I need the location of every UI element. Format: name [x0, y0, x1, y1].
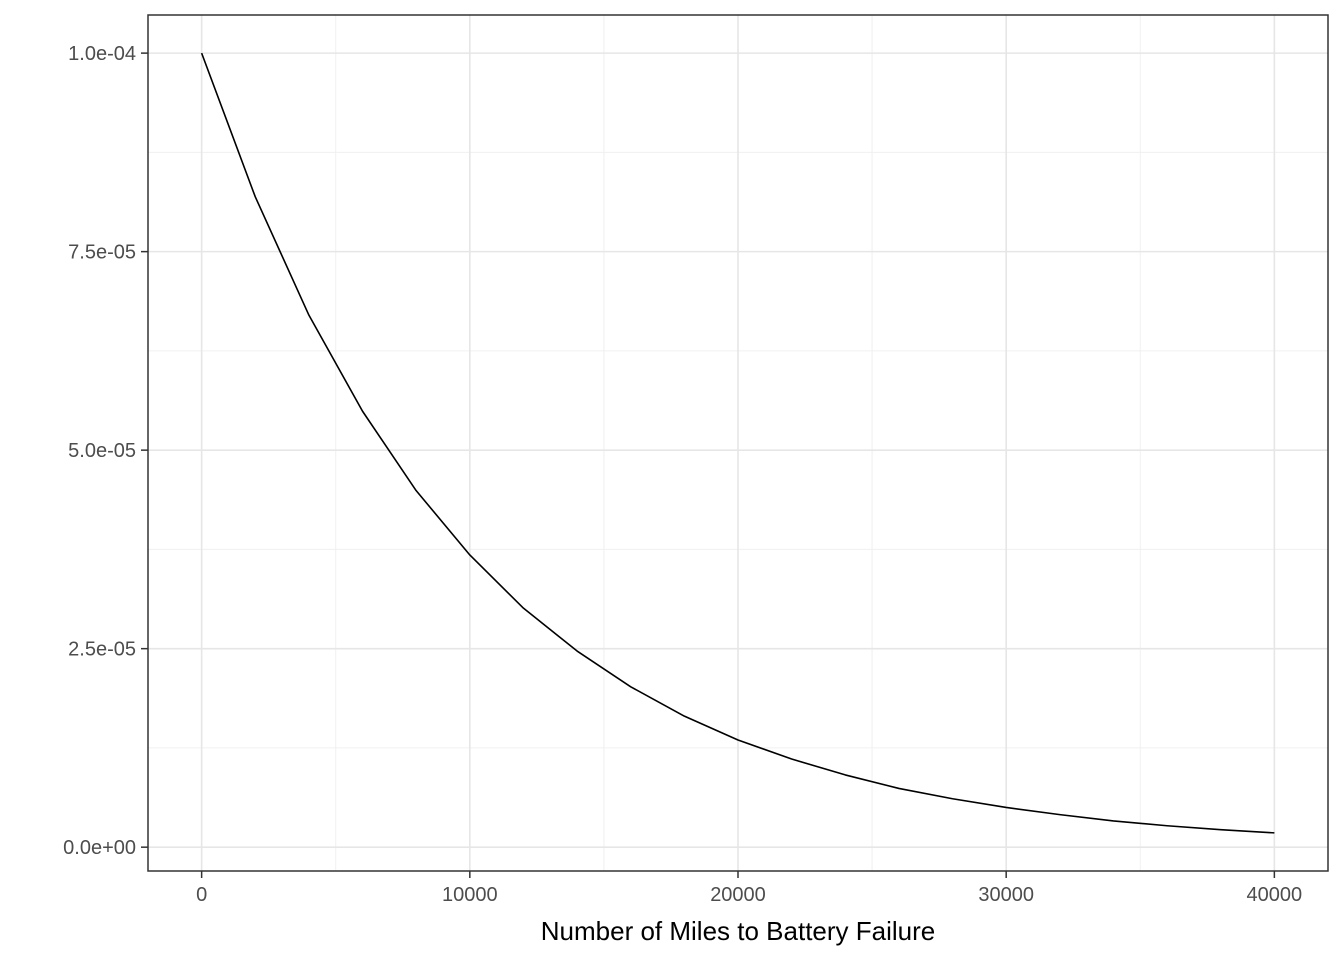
series-layer: [200, 52, 1275, 834]
y-tick-label: 1.0e-04: [68, 43, 136, 65]
x-tick-label: 0: [196, 884, 207, 906]
x-tick-label: 10000: [442, 884, 498, 906]
y-tick-label: 5.0e-05: [68, 440, 136, 462]
y-axis: 0.0e+00 2.5e-05 5.0e-05 7.5e-05 1.0e-04: [63, 43, 148, 859]
y-tick-label: 7.5e-05: [68, 242, 136, 264]
density-curve: [200, 52, 1275, 834]
y-tick-label: 2.5e-05: [68, 639, 136, 661]
x-tick-label: 30000: [978, 884, 1034, 906]
x-axis-title: Number of Miles to Battery Failure: [541, 916, 935, 946]
y-tick-label: 0.0e+00: [63, 837, 136, 859]
x-tick-label: 40000: [1247, 884, 1303, 906]
x-tick-label: 20000: [710, 884, 766, 906]
major-gridlines: [148, 15, 1328, 871]
x-axis: 0 10000 20000 30000 40000: [196, 871, 1302, 906]
